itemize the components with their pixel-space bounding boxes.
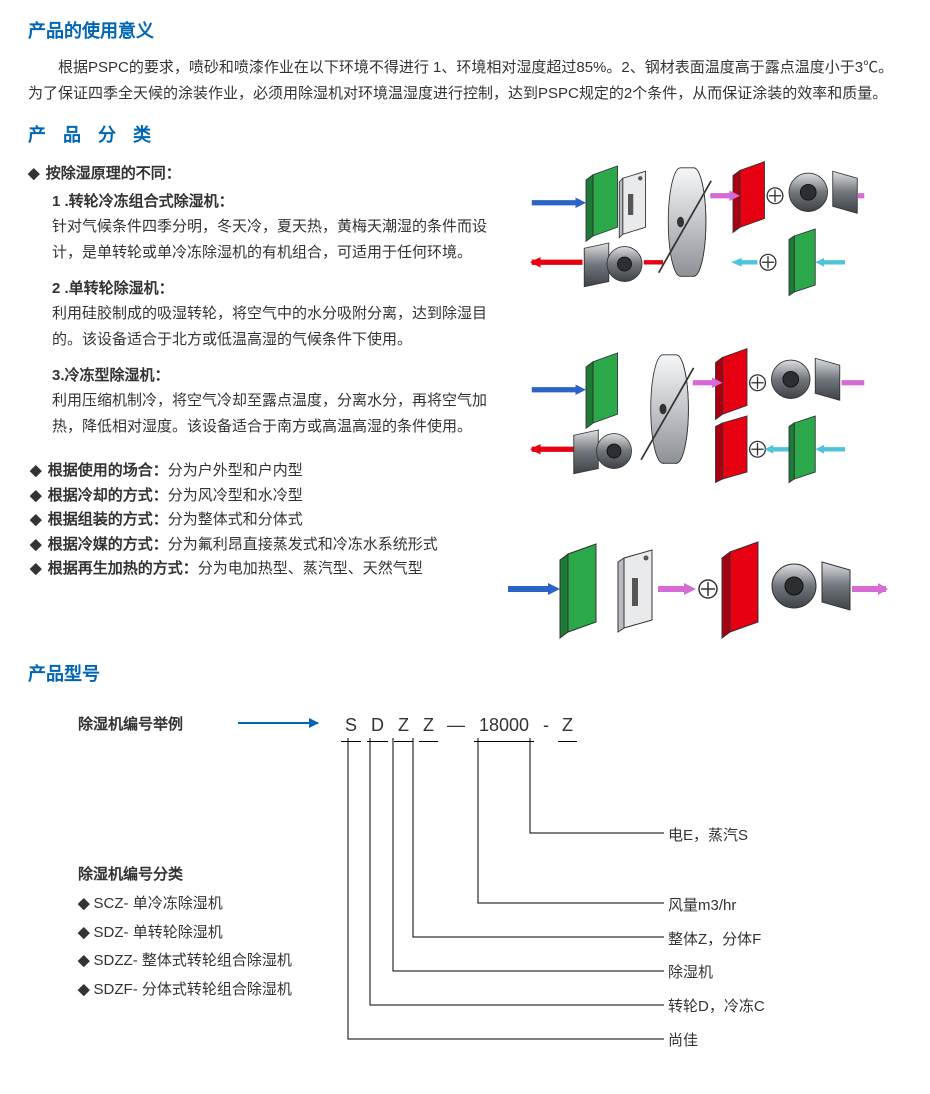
cat-item-1: ◆SDZ- 单转轮除湿机	[78, 919, 292, 948]
method-line-2: ◆ 根据冷却的方式：分为风冷型和水冷型	[30, 485, 488, 508]
model-example-label: 除湿机编号举例	[78, 714, 183, 737]
cat-item-0: ◆SCZ- 单冷冻除湿机	[78, 890, 292, 919]
explain-1: 风量m3/hr	[668, 889, 765, 923]
section-title-meaning: 产品的使用意义	[28, 18, 902, 45]
model-cat-list: ◆SCZ- 单冷冻除湿机 ◆SDZ- 单转轮除湿机 ◆SDZZ- 整体式转轮组合…	[78, 890, 292, 1004]
rotor-wheel-icon	[659, 167, 712, 276]
green-panel-lower-icon	[789, 229, 815, 296]
diagram-rotor	[508, 346, 888, 486]
explain-5: 尚佳	[668, 1024, 765, 1058]
fan-icon	[789, 171, 857, 213]
principle-3-text: 利用压缩机制冷，将空气冷却至露点温度，分离水分，再将空气加热，降低相对湿度。该设…	[52, 388, 488, 441]
by-principle-header: ◆ 按除湿原理的不同：	[28, 163, 488, 186]
cooling-box-icon	[619, 171, 645, 238]
intro-paragraph: 根据PSPC的要求，喷砂和喷漆作业在以下环境不得进行 1、环境相对湿度超过85%…	[28, 55, 902, 108]
principle-1-text: 针对气候条件四季分明，冬天冷，夏天热，黄梅天潮湿的条件而设计，是单转轮或单冷冻除…	[52, 214, 488, 267]
explain-0: 电E，蒸汽S	[668, 819, 765, 853]
cat-item-2: ◆SDZZ- 整体式转轮组合除湿机	[78, 947, 292, 976]
diagram-cooling	[508, 534, 888, 644]
principle-3-title: 3.冷冻型除湿机：	[52, 365, 488, 388]
model-section: 除湿机编号举例 S D Z Z — 18000 - Z 除湿机编号分类 ◆SCZ…	[28, 714, 902, 1074]
method-line-3: ◆ 根据组装的方式：分为整体式和分体式	[30, 509, 488, 532]
diamond-icon: ◆	[28, 165, 40, 182]
category-right-column	[488, 159, 902, 662]
principle-2-title: 2 .单转轮除湿机：	[52, 278, 488, 301]
explain-4: 转轮D，冷冻C	[668, 990, 765, 1024]
principle-item-3: 3.冷冻型除湿机： 利用压缩机制冷，将空气冷却至露点温度，分离水分，再将空气加热…	[52, 365, 488, 440]
green-panel-icon	[586, 166, 618, 241]
section-title-category: 产 品 分 类	[28, 122, 902, 149]
cat-item-3: ◆SDZF- 分体式转轮组合除湿机	[78, 976, 292, 1005]
method-line-1: ◆ 根据使用的场合：分为户外型和户内型	[30, 460, 488, 483]
diagram-combined	[508, 159, 888, 299]
red-panel-icon	[733, 161, 765, 232]
category-left-column: ◆ 按除湿原理的不同： 1 .转轮冷冻组合式除湿机： 针对气候条件四季分明，冬天…	[28, 159, 488, 662]
arrow-icon	[238, 722, 318, 724]
principle-item-1: 1 .转轮冷冻组合式除湿机： 针对气候条件四季分明，冬天冷，夏天热，黄梅天潮湿的…	[52, 191, 488, 266]
section-title-model: 产品型号	[28, 661, 902, 688]
explain-3: 除湿机	[668, 956, 765, 990]
method-line-4: ◆ 根据冷媒的方式：分为氟利昂直接蒸发式和冷冻水系统形式	[30, 534, 488, 557]
fan-icon-lower	[584, 243, 642, 287]
model-cat-title: 除湿机编号分类	[78, 864, 183, 887]
principle-1-title: 1 .转轮冷冻组合式除湿机：	[52, 191, 488, 214]
model-explain-list: 电E，蒸汽S 风量m3/hr 整体Z，分体F 除湿机 转轮D，冷冻C 尚佳	[668, 819, 765, 1058]
model-connectors	[338, 738, 668, 1068]
method-line-5: ◆ 根据再生加热的方式：分为电加热型、蒸汽型、天然气型	[30, 558, 488, 581]
explain-2: 整体Z，分体F	[668, 923, 765, 957]
principle-item-2: 2 .单转轮除湿机： 利用硅胶制成的吸湿转轮，将空气中的水分吸附分离，达到除湿目…	[52, 278, 488, 353]
principle-2-text: 利用硅胶制成的吸湿转轮，将空气中的水分吸附分离，达到除湿目的。该设备适合于北方或…	[52, 301, 488, 354]
